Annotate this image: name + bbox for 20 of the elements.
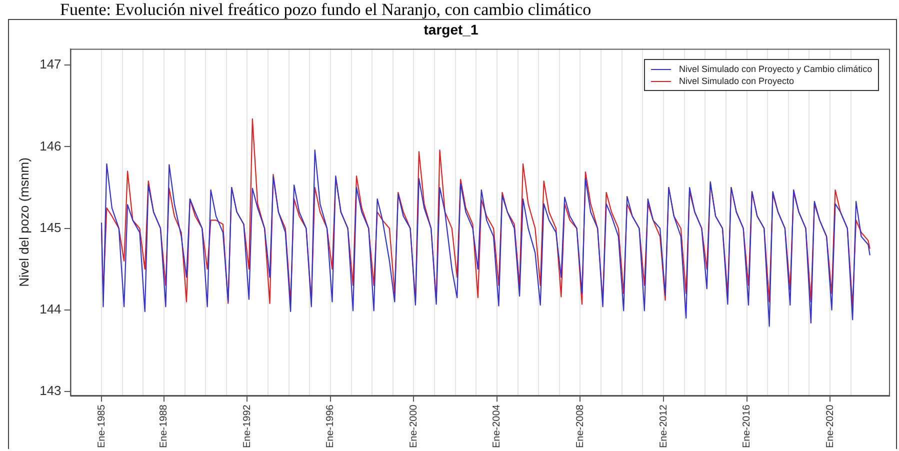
x-tick-label: Ene-1996 xyxy=(325,404,336,448)
y-tick-label: 143 xyxy=(40,383,62,398)
source-note: Fuente: Evolución nivel freático pozo fundo el Naranjo, con cambio climático xyxy=(60,0,592,19)
y-tick-label: 144 xyxy=(40,302,62,317)
x-tick-label: Ene-2004 xyxy=(492,404,503,448)
y-tick-label: 146 xyxy=(40,138,62,154)
x-tick-label: Ene-1988 xyxy=(158,404,170,448)
x-tick-label: Ene-2016 xyxy=(742,404,753,448)
x-tick-label: Ene-2000 xyxy=(408,404,420,448)
legend-label: Nivel Simulado con Proyecto xyxy=(679,76,794,86)
x-tick-label: Ene-1992 xyxy=(242,404,253,448)
y-tick-label: 145 xyxy=(40,220,62,235)
chart-title: target_1 xyxy=(424,21,478,38)
x-tick-label: Ene-1985 xyxy=(96,404,108,448)
x-tick-label: Ene-2020 xyxy=(824,404,836,448)
x-tick-label: Ene-2012 xyxy=(658,404,670,448)
y-axis-title: Nivel del pozo (msnm) xyxy=(16,158,32,287)
y-tick-label: 147 xyxy=(40,56,62,72)
x-tick-label: Ene-2008 xyxy=(575,404,586,448)
legend-label: Nivel Simulado con Proyecto y Cambio climático xyxy=(679,64,872,74)
